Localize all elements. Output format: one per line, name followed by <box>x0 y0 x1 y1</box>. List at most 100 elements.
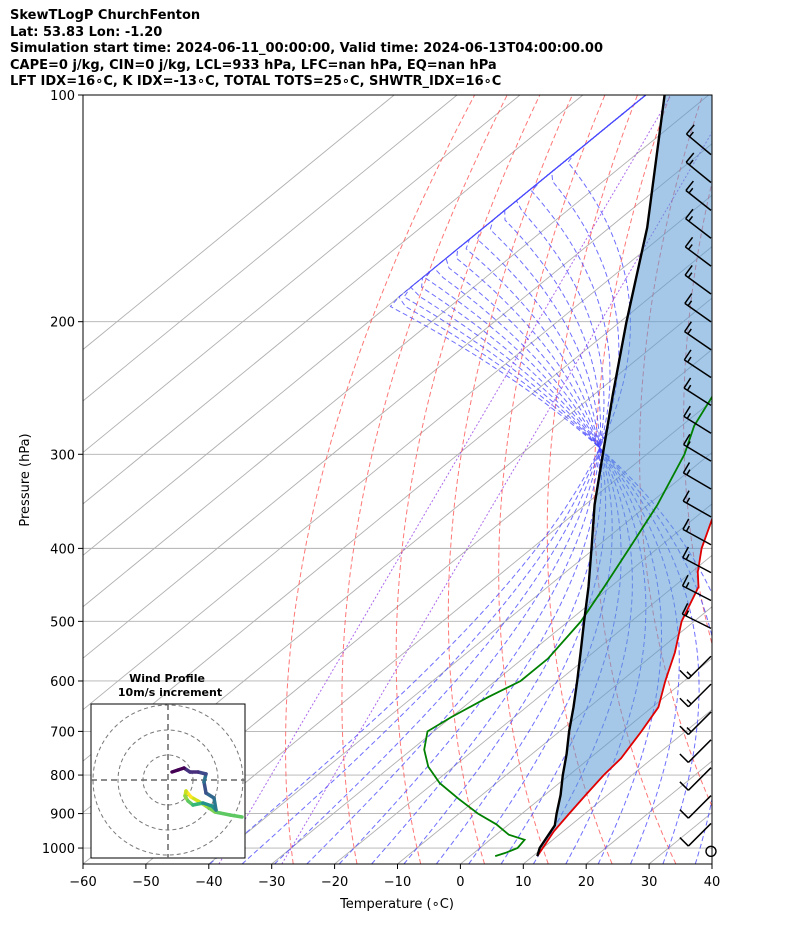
wind-barb <box>681 574 712 602</box>
wind-barb-staff <box>682 613 712 630</box>
wind-barb-flag <box>686 412 692 419</box>
wind-barb <box>679 795 712 819</box>
y-tick-label: 600 <box>50 675 75 690</box>
wind-barb-flag <box>682 518 690 530</box>
y-tick-label: 200 <box>50 316 75 331</box>
wind-barb-flag <box>684 236 694 248</box>
series-dewpoint <box>423 395 712 857</box>
station-title: SkewTLogP ChurchFenton <box>10 8 201 23</box>
wind-barb-flag <box>686 469 691 476</box>
isotherm-line <box>83 143 712 659</box>
wind-barb-staff <box>682 585 712 602</box>
x-tick-label: 20 <box>578 875 595 890</box>
isotherm-line <box>271 503 712 864</box>
x-axis-label: Temperature (∘C) <box>339 897 454 912</box>
y-tick-label: 300 <box>50 448 75 463</box>
wind-barb-flag <box>687 300 693 307</box>
wind-barb <box>682 462 712 490</box>
wind-barb <box>682 518 712 546</box>
chart-header: SkewTLogP ChurchFenton Lat: 53.83 Lon: -… <box>10 8 780 91</box>
wind-barb <box>684 236 712 267</box>
isotherm-line <box>523 709 712 864</box>
wind-barb <box>682 546 712 574</box>
moist-adiabat-line <box>209 95 647 864</box>
moist-adiabat-line <box>306 95 647 864</box>
wind-barb-flag <box>679 669 689 680</box>
x-tick-label: −10 <box>384 875 411 890</box>
wind-barb-calm <box>705 845 717 857</box>
wind-barb <box>679 767 712 791</box>
wind-barb-flag <box>685 208 694 220</box>
wind-barb-flag <box>683 321 692 333</box>
wind-barb-staff <box>683 472 712 490</box>
wind-barb-flag <box>679 697 689 708</box>
wind-barb-flag <box>686 384 692 391</box>
wind-barb-flag <box>688 187 694 194</box>
wind-barb-staff <box>683 443 712 462</box>
cape-line: CAPE=0 j/kg, CIN=0 j/kg, LCL=933 hPa, LF… <box>10 57 497 73</box>
x-tick-label: −40 <box>195 875 222 890</box>
wind-barb-flag <box>685 582 690 589</box>
wind-barb-flag <box>684 293 693 304</box>
wind-barb-staff <box>687 795 712 819</box>
isotherm-line <box>83 95 709 608</box>
wind-barb <box>685 180 712 211</box>
wind-barb-flag <box>686 699 692 705</box>
wind-barb-flag <box>682 546 690 558</box>
wind-barb-staff <box>684 330 712 351</box>
inset-title: Wind Profile <box>129 672 205 685</box>
y-tick-label: 100 <box>50 89 75 104</box>
wind-barb-flag <box>679 781 689 791</box>
wind-barb-staff <box>683 387 712 407</box>
wind-barb-flag <box>679 725 689 736</box>
wind-barb <box>679 822 712 847</box>
wind-barb <box>683 377 712 407</box>
x-tick-label: −50 <box>132 875 159 890</box>
isotherm-line <box>334 554 712 864</box>
series-lines <box>423 95 712 857</box>
wind-barb-flag <box>683 349 692 361</box>
y-axis-label: Pressure (hPa) <box>18 433 33 526</box>
wind-barb-staff <box>684 246 712 267</box>
wind-barb <box>683 405 712 434</box>
mixing-ratio-line <box>281 131 712 864</box>
wind-barb-staff <box>687 822 712 847</box>
y-tick-label: 400 <box>50 542 75 557</box>
wind-barb-flag <box>681 603 689 615</box>
wind-barb-flag <box>687 328 692 335</box>
time-line: Simulation start time: 2024-06-11_00:00:… <box>10 41 603 57</box>
x-tick-label: 0 <box>456 875 464 890</box>
wind-barb-flag <box>683 377 692 389</box>
wind-barbs <box>679 124 717 857</box>
wind-barb-flag <box>688 215 694 222</box>
wind-barb-staff <box>685 218 712 239</box>
y-tick-label: 1000 <box>42 842 75 857</box>
wind-barb-staff <box>687 683 712 708</box>
index-line: LFT IDX=16∘C, K IDX=-13∘C, TOTAL TOTS=25… <box>10 74 502 90</box>
x-tick-label: 10 <box>515 875 532 890</box>
series-temperature <box>536 516 712 857</box>
dry-adiabat-line <box>447 95 573 864</box>
wind-barb <box>683 321 712 351</box>
mixing-ratio-line <box>218 95 672 864</box>
series-parcel <box>536 95 666 857</box>
wind-barb-staff <box>684 302 712 323</box>
y-tick-label: 900 <box>50 808 75 823</box>
wind-barb <box>679 739 712 763</box>
dry-adiabat-line <box>284 95 476 864</box>
isotherm-line <box>83 95 584 505</box>
moist-adiabat-line <box>338 95 647 864</box>
isotherm-line <box>83 95 458 402</box>
wind-barb-staff <box>686 133 712 156</box>
wind-barb <box>685 152 712 184</box>
wind-barb-staff <box>684 274 712 295</box>
y-tick-label: 800 <box>50 769 75 784</box>
x-tick-label: −20 <box>321 875 348 890</box>
wind-barb-staff <box>682 500 712 518</box>
shaded-region <box>537 95 712 857</box>
wind-barb <box>679 683 712 708</box>
wind-barb-staff <box>682 528 712 546</box>
wind-barb-staff <box>687 711 712 736</box>
hodograph-segment <box>212 796 218 812</box>
